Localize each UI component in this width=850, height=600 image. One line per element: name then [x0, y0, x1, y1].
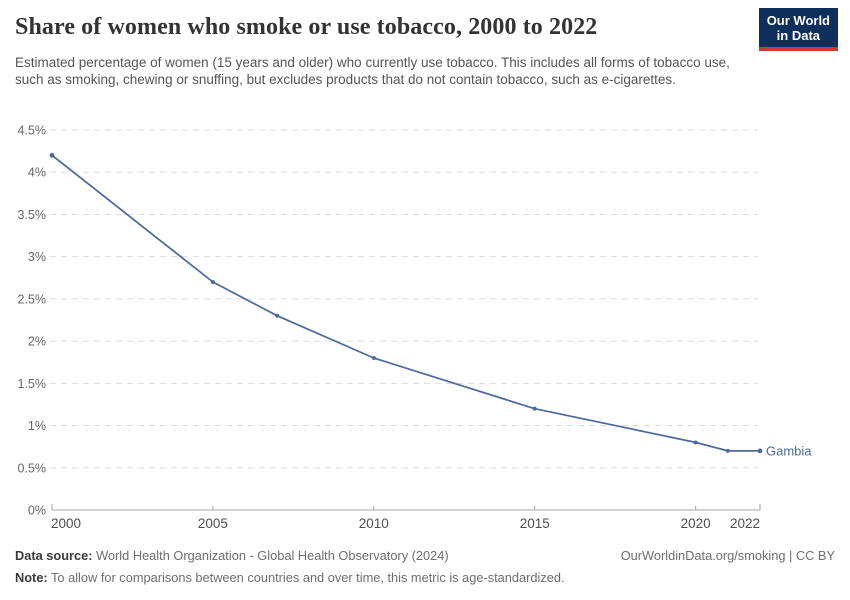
data-point — [725, 448, 730, 453]
owid-link[interactable]: OurWorldinData.org/smoking | CC BY — [620, 548, 835, 563]
owid-logo-line2: in Data — [776, 28, 821, 43]
data-point — [371, 356, 376, 360]
note-text: To allow for comparisons between countri… — [47, 570, 565, 585]
y-tick-label: 4% — [28, 166, 46, 180]
footer-source-note: Data source: World Health Organization -… — [15, 545, 565, 589]
y-tick-label: 2% — [28, 335, 46, 349]
data-source-line: Data source: World Health Organization -… — [15, 545, 565, 567]
owid-logo[interactable]: Our World in Data — [758, 8, 838, 51]
data-point — [275, 313, 280, 318]
line-chart: 0% 0.5% 1% 1.5% 2% 2.5% 3% 3.5% 4% 4.5% 2000 2005 20… — [18, 124, 813, 532]
y-tick-label: 2.5% — [18, 292, 47, 306]
data-point — [532, 406, 537, 411]
data-point — [693, 440, 698, 445]
trend-line — [51, 154, 761, 452]
data-point — [757, 448, 763, 454]
y-tick-label: 1% — [28, 419, 46, 433]
data-source-label: Data source: — [15, 548, 93, 563]
series-label: Gambia — [766, 443, 812, 458]
data-point — [49, 152, 55, 158]
y-tick-label: 0% — [28, 504, 46, 518]
x-tick-label: 2015 — [520, 516, 550, 531]
data-point — [210, 280, 215, 284]
x-tick-label: 2005 — [198, 516, 228, 531]
x-tick-label: 2000 — [51, 516, 81, 531]
y-tick-label: 3% — [28, 250, 46, 264]
x-tick-label: 2022 — [730, 516, 760, 531]
chart-subtitle: Estimated percentage of women (15 years … — [15, 55, 730, 87]
x-tick-label: 2020 — [681, 516, 711, 531]
note-label: Note: — [15, 570, 48, 585]
data-source-text: World Health Organization - Global Healt… — [92, 548, 449, 563]
y-tick-label: 3.5% — [18, 208, 47, 222]
y-tick-label: 1.5% — [18, 377, 47, 391]
note-line: Note: To allow for comparisons between c… — [15, 567, 565, 589]
y-tick-label: 4.5% — [18, 124, 47, 138]
page-title: Share of women who smoke or use tobacco,… — [15, 14, 598, 40]
y-tick-label: 0.5% — [18, 461, 47, 475]
x-tick-label: 2010 — [359, 516, 389, 531]
owid-logo-line1: Our World — [766, 13, 830, 28]
